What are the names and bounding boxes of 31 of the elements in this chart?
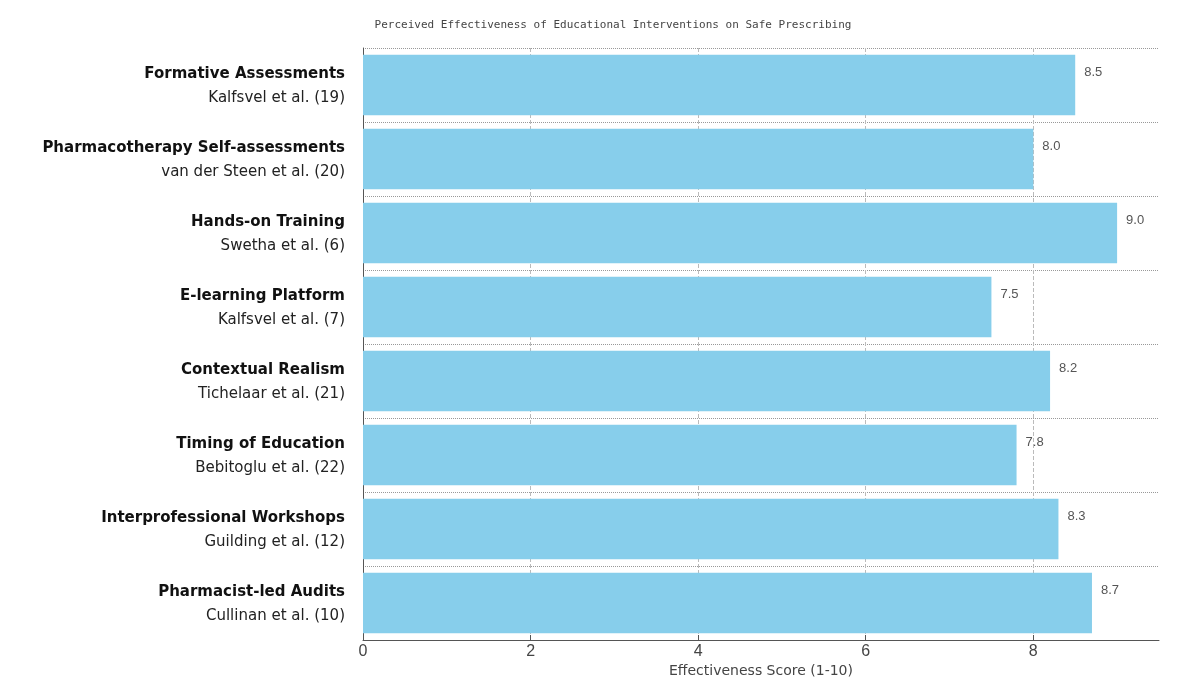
data-label: 9.0 [1126,211,1145,227]
y-tick-label: Hands-on Training Swetha et al. (6) [191,212,345,254]
y-tick-label: Formative Assessments Kalfsvel et al. (19) [144,64,346,106]
bar [363,424,1017,486]
bar [363,350,1051,412]
data-label: 8.0 [1042,137,1061,153]
data-label: 7.5 [1000,285,1019,301]
bar [363,498,1059,560]
y-tick-label: Interprofessional Workshops Guilding et al. (12) [101,508,346,550]
x-tick-label: 8 [1028,641,1038,659]
bar [363,202,1118,264]
bar [363,54,1076,116]
x-axis-title: Effectiveness Score (1-10) [669,661,853,678]
data-label: 7.8 [1025,433,1044,449]
bar [363,572,1092,634]
y-tick-label: Pharmacotherapy Self-assessments van der Steen et al. (20) [42,138,346,180]
y-tick-label: E-learning Platform Kalfsvel et al. (7) [179,286,345,328]
chart-title: Perceived Effectiveness of Educational Interventions on Safe Prescribing [374,18,852,31]
y-tick-label: Pharmacist-led Audits Cullinan et al. (10) [158,582,346,624]
bar [363,128,1034,190]
x-tick-label: 4 [693,641,703,659]
y-tick-label: Contextual Realism Tichelaar et al. (21) [180,360,345,402]
data-label: 8.7 [1100,581,1120,597]
data-label: 8.5 [1084,63,1103,79]
y-tick-label: Timing of Education Bebitoglu et al. (22) [176,434,345,476]
data-label: 8.2 [1059,359,1078,375]
x-tick-label: 6 [861,641,871,659]
bar [363,276,992,338]
x-tick-label: 2 [526,641,536,659]
x-tick-label: 0 [358,641,368,659]
data-label: 8.3 [1067,507,1086,523]
